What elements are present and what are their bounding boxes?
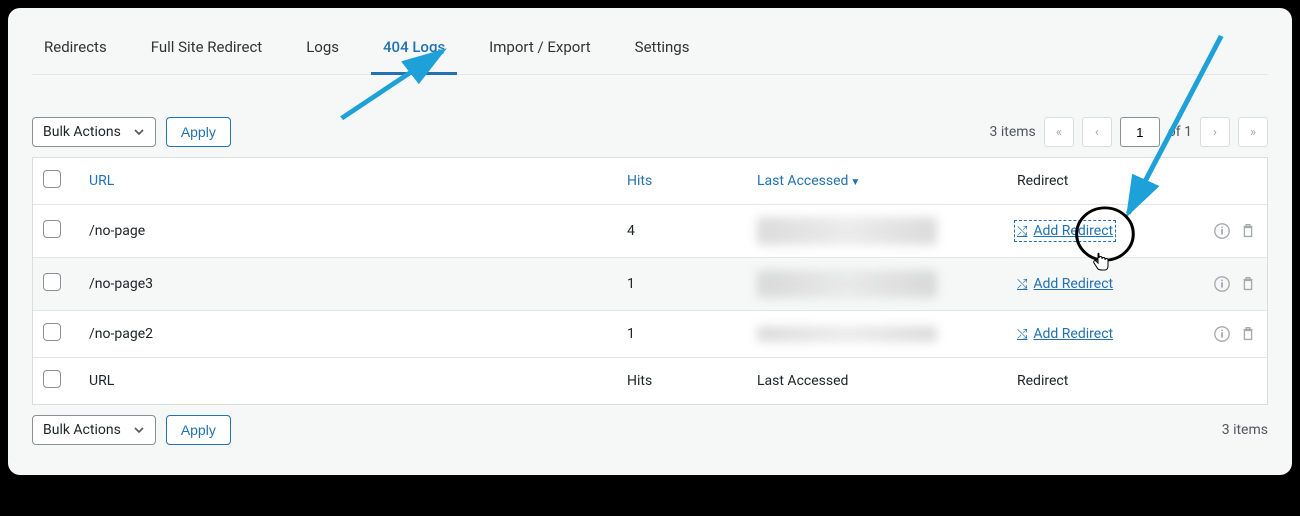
trash-icon[interactable] <box>1239 222 1257 240</box>
col-redirect-footer: Redirect <box>1017 373 1197 389</box>
cell-hits: 4 <box>627 223 757 239</box>
cell-url: /no-page <box>89 223 627 239</box>
pager-prev[interactable]: ‹ <box>1082 117 1112 147</box>
tab-404-logs[interactable]: 404 Logs <box>379 32 449 74</box>
items-count: 3 items <box>990 124 1036 140</box>
select-all-checkbox[interactable] <box>43 170 61 188</box>
chevron-down-icon <box>133 424 145 436</box>
row-checkbox[interactable] <box>43 323 61 341</box>
cell-hits: 1 <box>627 276 757 292</box>
cell-last: blur <box>757 326 1017 342</box>
table-row: /no-page2 1 blur ⤭ Add Redirect <box>33 310 1267 357</box>
items-count-bottom: 3 items <box>1222 422 1268 438</box>
trash-icon[interactable] <box>1239 325 1257 343</box>
cell-url: /no-page3 <box>89 276 627 292</box>
pager-input[interactable] <box>1120 117 1160 147</box>
info-icon[interactable] <box>1213 222 1231 240</box>
chevron-down-icon <box>133 126 145 138</box>
tabs: Redirects Full Site Redirect Logs 404 Lo… <box>32 32 1268 75</box>
pager-top: 3 items « ‹ of 1 › » <box>990 117 1268 147</box>
cell-url: /no-page2 <box>89 326 627 342</box>
tab-logs[interactable]: Logs <box>302 32 343 74</box>
table-row: /no-page3 1 blur ⤭ Add Redirect <box>33 257 1267 310</box>
table-row: /no-page 4 blur ⤭ Add Redirect <box>33 204 1267 257</box>
shuffle-icon: ⤭ <box>1017 277 1027 292</box>
logs-table: URL Hits Last Accessed▼ Redirect /no-pag… <box>32 157 1268 405</box>
col-hits[interactable]: Hits <box>627 173 757 189</box>
table-footer: URL Hits Last Accessed Redirect <box>33 357 1267 404</box>
blurred-text: blur <box>757 270 937 298</box>
col-hits-footer: Hits <box>627 373 757 389</box>
info-icon[interactable] <box>1213 275 1231 293</box>
toolbar-top: Bulk Actions Apply 3 items « ‹ of 1 › » <box>32 117 1268 147</box>
info-icon[interactable] <box>1213 325 1231 343</box>
cell-last: blur <box>757 217 1017 245</box>
bulk-actions-select-bottom[interactable]: Bulk Actions <box>32 415 156 445</box>
toolbar-bottom: Bulk Actions Apply 3 items <box>32 415 1268 445</box>
pager-last[interactable]: » <box>1238 117 1268 147</box>
add-redirect-link[interactable]: ⤭ Add Redirect <box>1017 326 1113 342</box>
tab-full-site[interactable]: Full Site Redirect <box>147 32 267 74</box>
shuffle-icon: ⤭ <box>1017 224 1027 239</box>
row-checkbox[interactable] <box>43 220 61 238</box>
bulk-actions-label: Bulk Actions <box>43 422 121 438</box>
apply-button-bottom[interactable]: Apply <box>166 415 231 445</box>
blurred-text: blur <box>757 217 937 245</box>
pager-first[interactable]: « <box>1044 117 1074 147</box>
tab-import-export[interactable]: Import / Export <box>485 32 595 74</box>
col-url[interactable]: URL <box>89 173 627 189</box>
bulk-actions-label: Bulk Actions <box>43 124 121 140</box>
apply-button[interactable]: Apply <box>166 117 231 147</box>
table-header: URL Hits Last Accessed▼ Redirect <box>33 158 1267 204</box>
bulk-actions-select[interactable]: Bulk Actions <box>32 117 156 147</box>
trash-icon[interactable] <box>1239 275 1257 293</box>
sort-desc-icon: ▼ <box>850 177 860 188</box>
col-last-footer: Last Accessed <box>757 373 1017 389</box>
panel: Redirects Full Site Redirect Logs 404 Lo… <box>8 8 1292 475</box>
col-redirect: Redirect <box>1017 173 1197 189</box>
tab-settings[interactable]: Settings <box>631 32 694 74</box>
row-checkbox[interactable] <box>43 273 61 291</box>
blurred-text: blur <box>757 326 937 342</box>
add-redirect-link[interactable]: ⤭ Add Redirect <box>1017 276 1113 292</box>
col-url-footer: URL <box>89 373 627 389</box>
cell-last: blur <box>757 270 1017 298</box>
pager-of: of 1 <box>1168 124 1192 140</box>
cursor-icon <box>1091 252 1111 272</box>
add-redirect-link[interactable]: ⤭ Add Redirect <box>1017 223 1113 239</box>
tab-redirects[interactable]: Redirects <box>40 32 111 74</box>
col-last-accessed[interactable]: Last Accessed▼ <box>757 173 1017 189</box>
cell-hits: 1 <box>627 326 757 342</box>
select-all-checkbox-bottom[interactable] <box>43 370 61 388</box>
pager-next[interactable]: › <box>1200 117 1230 147</box>
shuffle-icon: ⤭ <box>1017 327 1027 342</box>
